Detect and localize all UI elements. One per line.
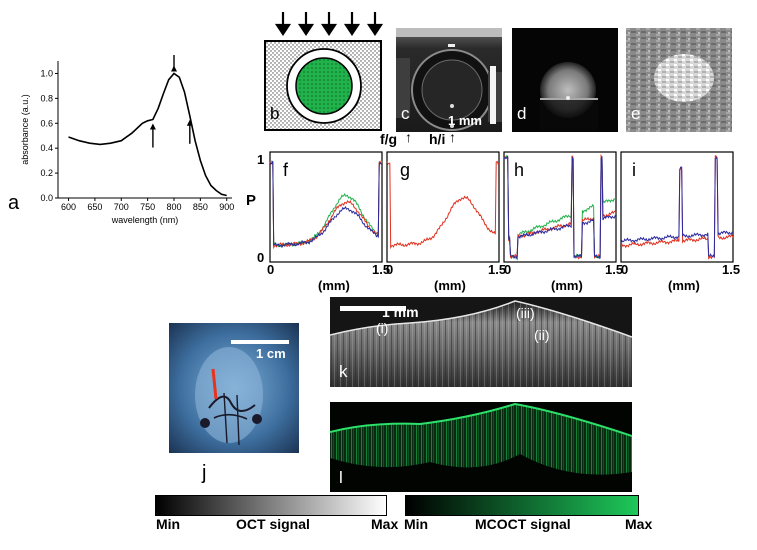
- x-unit-i: (mm): [668, 278, 700, 293]
- mcoct-colorbar-min: Min: [404, 516, 429, 532]
- y-tick-bottom: 0: [257, 250, 265, 265]
- scale-bar: [490, 66, 496, 124]
- x-tick-label: 700: [114, 202, 129, 212]
- incident-beam-arrows: [274, 12, 384, 36]
- absorbance-chart: 600 650 700 750 800 850 900 0.0 0.2 0.4 0.6 0.8 1.0 w…: [20, 55, 234, 225]
- y-tick-label: 0.4: [40, 143, 53, 153]
- panel-label-g: g: [400, 160, 411, 180]
- x-tick-label: 800: [166, 202, 181, 212]
- y-tick-label: 1.0: [40, 68, 53, 78]
- g-tick-end: 1.5: [488, 262, 507, 277]
- mcoct-tissue-image: [330, 402, 632, 492]
- oct-colorbar: [155, 495, 387, 516]
- wavelength-arrow: [186, 119, 193, 144]
- profile-line: [620, 156, 734, 258]
- oct-phantom-image: [396, 28, 502, 132]
- y-tick-label: 0.8: [40, 93, 53, 103]
- mcoct-colorbar-max: Max: [625, 516, 653, 532]
- g-tick-start: 0: [386, 262, 394, 277]
- mcoct-phantom-image: [512, 28, 618, 132]
- scale-bar: [231, 340, 289, 344]
- beam-arrow-fg: ↑: [405, 129, 412, 145]
- x-unit-f: (mm): [318, 278, 350, 293]
- i-tick-end: 1.5: [722, 262, 741, 277]
- i-tick-start: 0: [621, 262, 629, 277]
- panel-label-k: k: [339, 362, 348, 381]
- x-tick-label: 750: [140, 202, 155, 212]
- panel-label-f: f: [283, 160, 289, 180]
- panel-label-h: h: [514, 160, 525, 180]
- mcoct-colorbar-label: MCOCT signal: [475, 516, 571, 532]
- panel-label-e: e: [631, 104, 641, 123]
- differential-phantom-image: [626, 28, 732, 132]
- plot-frame: [503, 151, 617, 263]
- phantom-schematic: [264, 12, 384, 131]
- scan-line: [211, 368, 218, 400]
- scale-bar-label-j: 1 cm: [256, 346, 286, 361]
- scale-bar-label-c: 1 mm: [448, 113, 482, 128]
- h-tick-start: 0: [504, 262, 512, 277]
- y-tick-top: 1: [257, 152, 265, 167]
- panel-label-i: i: [632, 160, 636, 180]
- oct-colorbar-label: OCT signal: [236, 516, 310, 532]
- oct-colorbar-max: Max: [371, 516, 399, 532]
- y-tick-label: 0.2: [40, 168, 53, 178]
- profile-line: [503, 155, 617, 261]
- region-label-iii: (iii): [516, 305, 535, 321]
- profile-panel-g: [386, 151, 500, 263]
- mouse-photo: [169, 323, 299, 453]
- profile-line: [269, 160, 383, 250]
- x-tick-label: 850: [193, 202, 208, 212]
- plot-frame: [620, 151, 734, 263]
- profile-panel-h: [503, 151, 617, 263]
- f-tick-start: 0: [267, 262, 275, 277]
- panel-label-c: c: [401, 104, 410, 123]
- panel-label-j: j: [202, 462, 207, 484]
- profile-line: [386, 160, 500, 250]
- absorbance-line: [68, 72, 227, 197]
- wavelength-arrow: [171, 55, 177, 72]
- x-axis-label: wavelength (nm): [111, 215, 179, 225]
- f-tick-end: 1.5: [372, 262, 391, 277]
- y-tick-label: 0.6: [40, 118, 53, 128]
- profile-line: [269, 161, 383, 249]
- panel-label-a: a: [8, 192, 20, 214]
- panel-label-l: l: [339, 468, 343, 487]
- y-tick-label: 0.0: [40, 193, 53, 203]
- beam-label-hi: h/i: [429, 131, 446, 147]
- scale-bar: [340, 306, 406, 311]
- x-unit-h: (mm): [551, 278, 583, 293]
- region-label-ii: (ii): [534, 327, 550, 343]
- profile-plots: [269, 151, 734, 263]
- beam-arrow-hi: ↑: [449, 129, 456, 145]
- x-tick-label: 600: [61, 202, 76, 212]
- oct-tissue-image: [330, 297, 632, 387]
- mcoct-colorbar: [405, 495, 639, 516]
- region-label-i: (i): [376, 320, 389, 336]
- y-axis-label: absorbance (a.u.): [20, 94, 30, 165]
- panel-label-b: b: [270, 104, 280, 123]
- profile-panel-f: [269, 151, 383, 263]
- h-tick-end: 1.5: [605, 262, 624, 277]
- oct-colorbar-min: Min: [156, 516, 181, 532]
- x-tick-label: 650: [87, 202, 102, 212]
- x-tick-label: 900: [219, 202, 234, 212]
- axis-label-P: P: [246, 192, 257, 209]
- x-unit-g: (mm): [434, 278, 466, 293]
- panel-label-d: d: [517, 104, 527, 123]
- scale-bar-label-k: 1 mm: [382, 304, 419, 320]
- profile-panel-i: [620, 151, 734, 263]
- wavelength-arrow: [149, 123, 156, 148]
- beam-label-fg: f/g: [380, 131, 398, 147]
